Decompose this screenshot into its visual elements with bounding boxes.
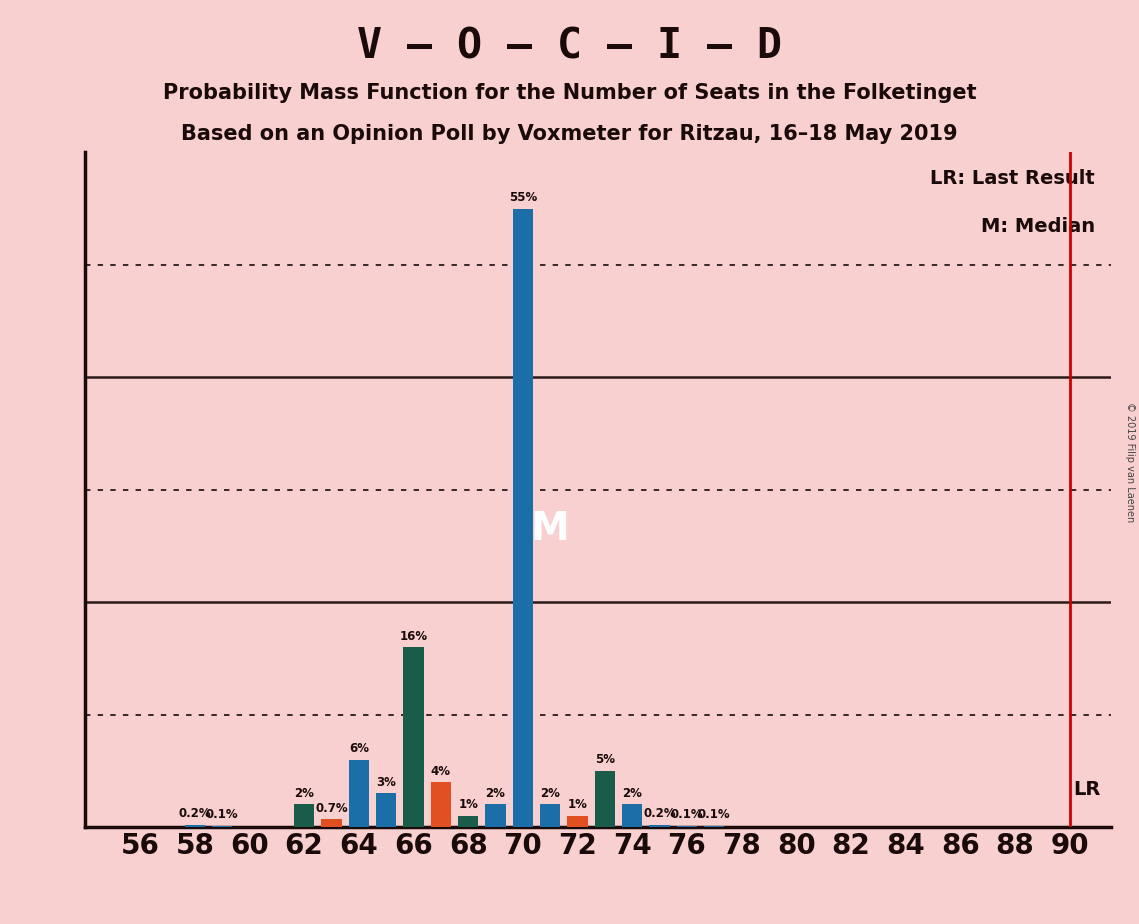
Text: 3%: 3%	[376, 776, 396, 789]
Text: 6%: 6%	[349, 742, 369, 755]
Text: 4%: 4%	[431, 764, 451, 777]
Text: 1%: 1%	[458, 798, 478, 811]
Text: Probability Mass Function for the Number of Seats in the Folketinget: Probability Mass Function for the Number…	[163, 83, 976, 103]
Text: 0.2%: 0.2%	[179, 808, 211, 821]
Bar	[212, 826, 232, 827]
Bar	[376, 793, 396, 827]
Text: 2%: 2%	[294, 787, 314, 800]
Bar	[485, 805, 506, 827]
Text: 16%: 16%	[400, 629, 427, 642]
Text: 2%: 2%	[622, 787, 642, 800]
Text: 5%: 5%	[595, 753, 615, 766]
Bar	[567, 816, 588, 827]
Bar	[458, 816, 478, 827]
Text: 1%: 1%	[567, 798, 588, 811]
Text: 2%: 2%	[540, 787, 560, 800]
Text: © 2019 Filip van Laenen: © 2019 Filip van Laenen	[1125, 402, 1134, 522]
Text: 2%: 2%	[485, 787, 506, 800]
Text: 0.1%: 0.1%	[671, 808, 703, 821]
Text: 55%: 55%	[509, 191, 536, 204]
Text: Based on an Opinion Poll by Voxmeter for Ritzau, 16–18 May 2019: Based on an Opinion Poll by Voxmeter for…	[181, 124, 958, 144]
Bar	[704, 826, 724, 827]
Text: LR: LR	[1074, 780, 1101, 799]
Text: 0.1%: 0.1%	[206, 808, 238, 821]
Bar	[513, 209, 533, 827]
Text: LR: Last Result: LR: Last Result	[931, 169, 1096, 188]
Text: 0.1%: 0.1%	[698, 808, 730, 821]
Bar	[622, 805, 642, 827]
Bar	[321, 819, 342, 827]
Bar	[649, 825, 670, 827]
Text: M: Median: M: Median	[981, 216, 1096, 236]
Text: 0.2%: 0.2%	[644, 808, 675, 821]
Text: V – O – C – I – D: V – O – C – I – D	[357, 26, 782, 67]
Bar	[431, 782, 451, 827]
Bar	[540, 805, 560, 827]
Text: M: M	[531, 510, 570, 548]
Bar	[349, 760, 369, 827]
Bar	[185, 825, 205, 827]
Text: 0.7%: 0.7%	[316, 802, 347, 815]
Bar	[403, 647, 424, 827]
Bar	[595, 771, 615, 827]
Bar	[294, 805, 314, 827]
Bar	[677, 826, 697, 827]
